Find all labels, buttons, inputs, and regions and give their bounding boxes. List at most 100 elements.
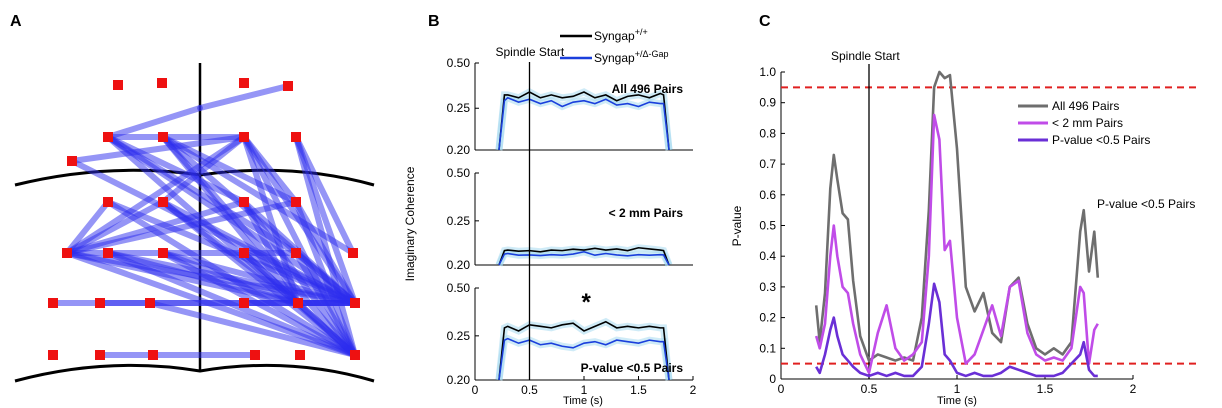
b-error-band (495, 93, 673, 151)
electrode-marker (157, 78, 167, 88)
panel-label-b: B (428, 13, 440, 30)
electrode-marker (48, 298, 58, 308)
c-y-tick-label: 0.9 (759, 96, 776, 110)
connection-line (293, 134, 358, 358)
electrode-marker (250, 350, 260, 360)
c-legend-label: < 2 mm Pairs (1052, 116, 1123, 130)
c-y-axis-label: P-value (730, 205, 744, 246)
c-legend: All 496 Pairs < 2 mm Pairs P-value <0.5 Pa… (1018, 99, 1150, 147)
b-x-axis-label: Time (s) (563, 395, 603, 407)
electrode-marker (295, 350, 305, 360)
electrode-marker (348, 248, 358, 258)
electrode-marker (145, 298, 155, 308)
b-spindle-start-label: Spindle Start (496, 45, 565, 59)
b-series-line (498, 96, 670, 151)
c-series-line (814, 113, 1099, 375)
electrode-markers (48, 78, 360, 360)
connection-line (64, 199, 111, 256)
b-significance-star: * (582, 289, 592, 316)
panel-label-c: C (759, 13, 771, 30)
c-legend-label: All 496 Pairs (1052, 99, 1119, 113)
electrode-marker (293, 298, 303, 308)
electrode-marker (239, 78, 249, 88)
electrode-marker (158, 132, 168, 142)
electrode-marker (158, 248, 168, 258)
connection-line (69, 134, 247, 164)
b-y-tick-label: 0.20 (447, 373, 471, 387)
b-subplot: 0.50 0.25 0.200 0.5 1 1.5 2 P-value <0.5 Pairs * (447, 281, 697, 397)
electrode-marker (350, 298, 360, 308)
b-x-tick-label: 1.5 (630, 383, 647, 397)
b-subplot-label: < 2 mm Pairs (609, 206, 684, 220)
c-spindle-start-label: Spindle Start (831, 49, 900, 63)
b-series-line (498, 337, 670, 381)
electrode-marker (113, 80, 123, 90)
electrode-marker (291, 197, 301, 207)
b-x-tick-label: 1 (581, 383, 588, 397)
b-x-tick-label: 0 (472, 383, 479, 397)
electrode-marker (103, 248, 113, 258)
connection-line (160, 134, 301, 306)
b-subplot: 0.50 0.25 0.20 All 496 Pairs (447, 56, 693, 157)
b-series-line (498, 246, 670, 266)
b-y-tick-label: 0.50 (447, 281, 471, 295)
connection-line (105, 250, 301, 306)
connection-line (105, 105, 203, 140)
electrode-marker (48, 350, 58, 360)
panel-a-electrode-diagram (14, 63, 375, 383)
c-y-tick-label: 0.8 (759, 126, 776, 140)
b-series-line (498, 320, 670, 381)
c-series-line (814, 70, 1100, 362)
c-legend-label: P-value <0.5 Pairs (1052, 133, 1150, 147)
b-x-tick-label: 0.5 (521, 383, 538, 397)
connection-lines (50, 83, 358, 358)
connection-line (241, 199, 301, 306)
electrode-marker (103, 132, 113, 142)
electrode-marker (67, 156, 77, 166)
connection-line (64, 199, 299, 256)
connection-line (197, 83, 291, 111)
c-y-tick-label: 0.3 (759, 280, 776, 294)
b-error-band (495, 248, 673, 267)
c-x-tick-label: 1.5 (1037, 382, 1054, 396)
c-x-tick-label: 2 (1130, 382, 1137, 396)
electrode-marker (158, 197, 168, 207)
electrode-marker (291, 132, 301, 142)
b-y-tick-label: 0.50 (447, 166, 471, 180)
electrode-marker (239, 197, 249, 207)
b-series-line (498, 250, 670, 266)
b-series-line (498, 91, 670, 151)
electrode-marker (350, 350, 360, 360)
electrode-marker (95, 298, 105, 308)
connection-line (64, 134, 247, 256)
panel-c-pvalue-chart: P-value Time (s) 0 0.1 0.2 0.3 0.4 0.5 0.6 0.7 0… (730, 49, 1200, 407)
electrode-marker (239, 248, 249, 258)
c-y-tick-label: 0.2 (759, 311, 776, 325)
legend-label-wt: Syngap+/+ (594, 27, 648, 43)
b-subplot: 0.50 0.25 0.20 < 2 mm Pairs (447, 166, 693, 272)
c-y-tick-label: 0.1 (759, 341, 776, 355)
c-y-tick-label: 0 (769, 372, 776, 386)
electrode-marker (103, 197, 113, 207)
connection-line (241, 250, 301, 306)
b-y-tick-label: 0.20 (447, 258, 471, 272)
legend-label-mut: Syngap+/Δ-Gap (594, 49, 668, 65)
connection-line (160, 250, 301, 306)
brain-outline-bottom (14, 363, 375, 383)
c-annotation: P-value <0.5 Pairs (1097, 197, 1195, 211)
electrode-marker (148, 350, 158, 360)
electrode-marker (62, 248, 72, 258)
electrode-marker (239, 298, 249, 308)
b-y-tick-label: 0.25 (447, 214, 471, 228)
b-y-tick-label: 0.25 (447, 101, 471, 115)
b-y-tick-label: 0.50 (447, 56, 471, 70)
c-y-tick-label: 0.7 (759, 157, 776, 171)
b-subplot-label: P-value <0.5 Pairs (581, 361, 684, 375)
c-y-tick-label: 1.0 (759, 65, 776, 79)
c-y-tick-label: 0.4 (759, 249, 776, 263)
c-y-tick-label: 0.6 (759, 188, 776, 202)
connection-line (293, 199, 358, 306)
c-x-axis-label: Time (s) (937, 395, 977, 407)
